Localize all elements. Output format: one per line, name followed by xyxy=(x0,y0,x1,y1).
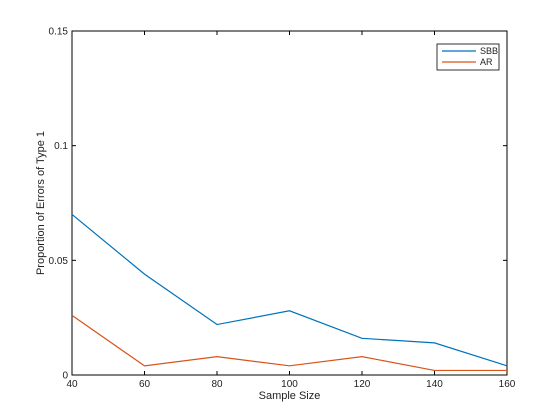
series-line-ar xyxy=(71,314,507,372)
y-tick-label: 0.15 xyxy=(49,27,69,38)
x-tick-label: 120 xyxy=(354,379,371,390)
x-tick-label: 160 xyxy=(499,379,516,390)
y-tick-label: 0 xyxy=(62,371,68,382)
y-tick-label: 0.05 xyxy=(49,256,69,267)
legend-box xyxy=(436,43,500,71)
y-axis-label: Proportion of Errors of Type 1 xyxy=(35,131,47,275)
x-axis-label: Sample Size xyxy=(259,390,321,402)
x-tick-label: 100 xyxy=(281,379,298,390)
x-axis-ticks: 40 60 80 100 120 140 160 xyxy=(66,31,516,390)
y-axis-ticks: 0 0.05 0.1 0.15 xyxy=(49,27,507,382)
legend-label-ar: AR xyxy=(480,57,493,67)
legend-label-sbb: SBB xyxy=(480,46,498,56)
y-tick-label: 0.1 xyxy=(54,141,68,152)
x-tick-label: 140 xyxy=(426,379,443,390)
series-layer xyxy=(71,214,508,372)
plot-area xyxy=(71,30,508,376)
x-tick-label: 40 xyxy=(66,379,78,390)
series-line-sbb xyxy=(71,214,508,367)
x-tick-label: 60 xyxy=(139,379,151,390)
x-tick-label: 80 xyxy=(211,379,223,390)
